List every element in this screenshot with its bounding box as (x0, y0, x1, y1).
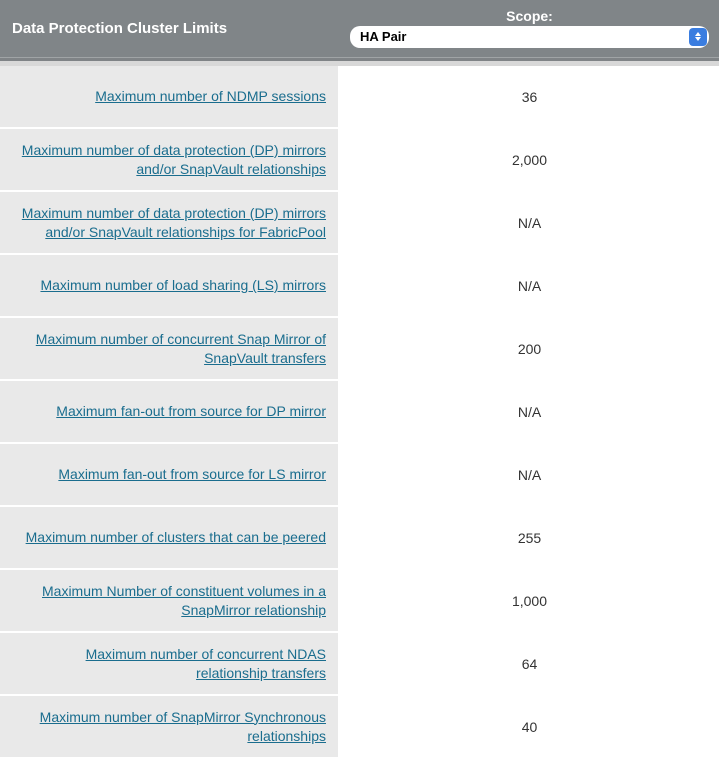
limit-label-cell: Maximum number of concurrent Snap Mirror… (0, 318, 340, 379)
limit-value: 2,000 (512, 152, 547, 168)
limit-link[interactable]: Maximum number of NDMP sessions (95, 87, 326, 106)
table-row: Maximum number of SnapMirror Synchronous… (0, 696, 719, 759)
limit-value: N/A (518, 467, 541, 483)
limit-value: N/A (518, 278, 541, 294)
limit-value-cell: 2,000 (340, 129, 719, 190)
table-row: Maximum fan-out from source for DP mirro… (0, 381, 719, 444)
table-row: Maximum number of concurrent NDAS relati… (0, 633, 719, 696)
limit-label-cell: Maximum number of SnapMirror Synchronous… (0, 696, 340, 757)
limit-value: 40 (522, 719, 538, 735)
limit-link[interactable]: Maximum fan-out from source for DP mirro… (56, 402, 326, 421)
scope-container: Scope: HA Pair (340, 0, 719, 57)
limit-link[interactable]: Maximum number of data protection (DP) m… (12, 204, 326, 242)
limit-value-cell: N/A (340, 381, 719, 442)
limit-value: N/A (518, 404, 541, 420)
limit-value-cell: 1,000 (340, 570, 719, 631)
limit-label-cell: Maximum number of NDMP sessions (0, 66, 340, 127)
table-row: Maximum number of concurrent Snap Mirror… (0, 318, 719, 381)
limit-link[interactable]: Maximum number of concurrent NDAS relati… (12, 645, 326, 683)
scope-select-value: HA Pair (360, 29, 406, 44)
limit-value: 1,000 (512, 593, 547, 609)
limit-value-cell: 64 (340, 633, 719, 694)
limit-value-cell: N/A (340, 255, 719, 316)
limit-value: 64 (522, 656, 538, 672)
limits-table: Maximum number of NDMP sessions 36 Maxim… (0, 66, 719, 759)
scope-label: Scope: (506, 8, 553, 24)
limit-value-cell: 40 (340, 696, 719, 757)
limit-value: 255 (518, 530, 541, 546)
limit-label-cell: Maximum number of data protection (DP) m… (0, 129, 340, 190)
limit-link[interactable]: Maximum number of clusters that can be p… (26, 528, 326, 547)
limit-link[interactable]: Maximum number of load sharing (LS) mirr… (40, 276, 326, 295)
limit-label-cell: Maximum number of clusters that can be p… (0, 507, 340, 568)
limit-label-cell: Maximum number of data protection (DP) m… (0, 192, 340, 253)
table-row: Maximum number of clusters that can be p… (0, 507, 719, 570)
scope-select[interactable]: HA Pair (350, 26, 709, 48)
table-row: Maximum fan-out from source for LS mirro… (0, 444, 719, 507)
limit-link[interactable]: Maximum number of SnapMirror Synchronous… (12, 708, 326, 746)
table-row: Maximum Number of constituent volumes in… (0, 570, 719, 633)
limit-value-cell: N/A (340, 444, 719, 505)
limit-link[interactable]: Maximum number of concurrent Snap Mirror… (12, 330, 326, 368)
limit-value: N/A (518, 215, 541, 231)
page-title-text: Data Protection Cluster Limits (12, 20, 227, 37)
limit-value-cell: N/A (340, 192, 719, 253)
limit-label-cell: Maximum Number of constituent volumes in… (0, 570, 340, 631)
limit-link[interactable]: Maximum Number of constituent volumes in… (12, 582, 326, 620)
limit-label-cell: Maximum fan-out from source for LS mirro… (0, 444, 340, 505)
table-row: Maximum number of load sharing (LS) mirr… (0, 255, 719, 318)
table-row: Maximum number of NDMP sessions 36 (0, 66, 719, 129)
table-row: Maximum number of data protection (DP) m… (0, 192, 719, 255)
limit-value: 36 (522, 89, 538, 105)
limit-value-cell: 200 (340, 318, 719, 379)
limit-label-cell: Maximum number of concurrent NDAS relati… (0, 633, 340, 694)
page-title: Data Protection Cluster Limits (0, 0, 340, 57)
limit-link[interactable]: Maximum number of data protection (DP) m… (12, 141, 326, 179)
limit-value: 200 (518, 341, 541, 357)
chevron-updown-icon (689, 28, 707, 46)
limit-value-cell: 255 (340, 507, 719, 568)
limit-value-cell: 36 (340, 66, 719, 127)
limit-link[interactable]: Maximum fan-out from source for LS mirro… (58, 465, 326, 484)
limit-label-cell: Maximum number of load sharing (LS) mirr… (0, 255, 340, 316)
limit-label-cell: Maximum fan-out from source for DP mirro… (0, 381, 340, 442)
header-row: Data Protection Cluster Limits Scope: HA… (0, 0, 719, 58)
table-row: Maximum number of data protection (DP) m… (0, 129, 719, 192)
